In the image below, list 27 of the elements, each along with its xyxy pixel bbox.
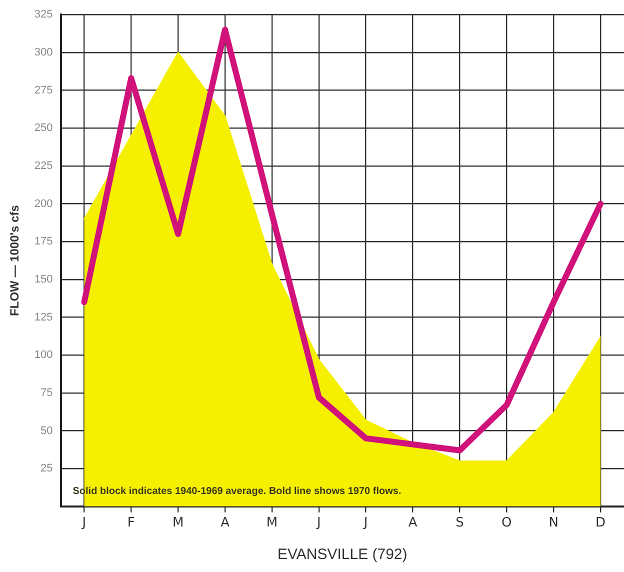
x-tick-label: A <box>220 516 230 531</box>
y-tick-label: 225 <box>34 160 53 172</box>
x-tick-label: N <box>548 516 558 531</box>
y-tick-label: 325 <box>34 8 53 21</box>
y-tick-label: 75 <box>40 386 53 399</box>
y-tick-label: 300 <box>34 46 53 58</box>
x-tick-label: S <box>456 516 464 531</box>
y-tick-label: 200 <box>34 198 53 210</box>
x-tick-label: A <box>408 516 418 531</box>
x-tick-label: J <box>316 516 321 531</box>
y-axis-title: FLOW — 1000's cfs <box>8 204 22 316</box>
x-tick-label: M <box>172 516 184 531</box>
x-tick-label: J <box>81 516 86 531</box>
x-tick-label: J <box>362 516 368 531</box>
x-tick-label: F <box>127 516 135 531</box>
y-tick-label: 175 <box>34 236 53 248</box>
y-tick-label: 150 <box>34 273 53 286</box>
x-tick-label: M <box>266 516 278 531</box>
x-axis-title: EVANSVILLE (792) <box>277 546 408 564</box>
y-tick-label: 100 <box>34 349 53 362</box>
y-tick-label: 125 <box>34 311 53 324</box>
x-tick-label: D <box>596 516 606 531</box>
y-tick-label: 250 <box>34 122 53 134</box>
y-tick-label: 50 <box>40 424 53 437</box>
y-tick-label: 275 <box>34 84 53 96</box>
x-tick-label: O <box>502 516 512 531</box>
y-tick-label: 25 <box>40 462 53 475</box>
